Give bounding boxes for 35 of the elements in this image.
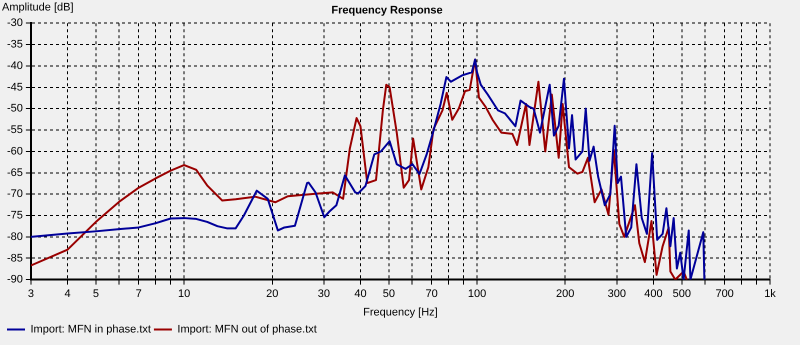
- x-tick-label: 100: [468, 288, 486, 300]
- x-tick-label: 300: [608, 288, 626, 300]
- x-tick-label: 200: [556, 288, 574, 300]
- y-tick-label: -70: [6, 188, 23, 200]
- x-tick-label: 5: [92, 288, 99, 300]
- y-axis-title: Amplitude [dB]: [2, 2, 74, 14]
- y-tick-label: -55: [6, 124, 23, 136]
- x-tick-label: 700: [715, 288, 734, 300]
- y-tick-label: -30: [6, 17, 23, 30]
- x-tick-label: 400: [644, 288, 663, 300]
- x-tick-label: 4: [64, 288, 71, 300]
- x-tick-label: 20: [266, 288, 278, 300]
- x-tick-label: 3: [28, 288, 34, 300]
- y-tick-label: -65: [6, 166, 23, 179]
- x-tick-label: 7: [136, 288, 142, 300]
- chart-title: Frequency Response: [331, 4, 443, 17]
- x-tick-label: 10: [178, 288, 190, 300]
- y-tick-label: -90: [6, 274, 23, 286]
- x-tick-label: 500: [672, 288, 691, 300]
- y-tick-label: -75: [6, 210, 23, 222]
- y-tick-label: -45: [6, 81, 23, 94]
- legend-label: Import: MFN out of phase.txt: [177, 324, 317, 336]
- y-tick-label: -35: [6, 38, 23, 51]
- y-tick-label: -80: [6, 230, 23, 243]
- x-axis-title: Frequency [Hz]: [363, 306, 438, 318]
- x-tick-label: 30: [318, 288, 330, 300]
- y-tick-label: -85: [6, 252, 23, 264]
- x-tick-label: 1k: [764, 288, 776, 300]
- legend-label: Import: MFN in phase.txt: [30, 324, 151, 336]
- x-tick-label: 70: [426, 288, 438, 300]
- y-tick-label: -40: [6, 60, 23, 72]
- y-tick-label: -60: [6, 145, 23, 158]
- x-tick-label: 50: [382, 288, 395, 300]
- x-tick-label: 40: [354, 288, 367, 300]
- y-tick-label: -50: [6, 102, 23, 115]
